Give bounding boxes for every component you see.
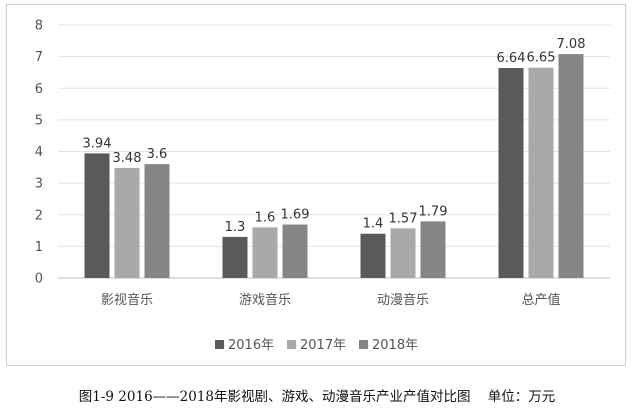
- data-label: 1.6: [255, 210, 276, 225]
- y-tick-label: 6: [35, 82, 43, 97]
- x-tick-label: 总产值: [521, 292, 560, 308]
- data-label: 1.4: [363, 217, 384, 232]
- bar: [144, 164, 170, 278]
- y-tick-label: 7: [35, 50, 43, 65]
- data-label: 1.3: [225, 220, 246, 235]
- bar: [252, 227, 278, 278]
- y-tick-label: 2: [35, 208, 43, 223]
- bar: [390, 228, 416, 278]
- legend-label: 2017年: [300, 338, 346, 353]
- bar: [528, 67, 554, 278]
- bar: [498, 68, 524, 278]
- y-tick-label: 5: [35, 113, 43, 128]
- bar: [360, 233, 386, 278]
- x-tick-label: 动漫音乐: [377, 292, 429, 308]
- legend-swatch: [215, 340, 224, 349]
- data-label: 3.94: [83, 136, 112, 151]
- bar: [84, 153, 110, 278]
- legend-swatch: [359, 340, 368, 349]
- data-label: 3.48: [113, 151, 142, 166]
- legend-label: 2016年: [228, 338, 274, 353]
- bar-chart: 0 1 2 3 4 5 6 7 8 3.943.48 3.6 影视音乐 1.3 1.6 1.69 游戏音乐 1.…: [35, 19, 610, 353]
- bar: [282, 224, 308, 278]
- data-label: 1.57: [389, 211, 418, 226]
- legend: 2016年 2017年 2018年: [215, 338, 418, 353]
- data-label: 6.65: [527, 51, 556, 66]
- data-label: 3.6: [147, 147, 168, 162]
- figure-caption: 图1-9 2016——2018年影视剧、游戏、动漫音乐产业产值对比图 单位：万元: [78, 389, 556, 405]
- bar: [420, 221, 446, 278]
- y-tick-label: 0: [35, 272, 43, 287]
- y-tick-label: 3: [35, 177, 43, 192]
- legend-swatch: [287, 340, 296, 349]
- x-tick-label: 游戏音乐: [239, 292, 291, 308]
- data-label: 1.69: [281, 208, 310, 223]
- legend-label: 2018年: [372, 338, 418, 353]
- data-label: 7.08: [557, 37, 586, 52]
- bar: [222, 236, 248, 278]
- data-label: 1.79: [419, 204, 448, 219]
- y-tick-label: 8: [35, 19, 43, 34]
- y-tick-label: 4: [35, 145, 43, 160]
- bar: [114, 167, 140, 278]
- bar: [558, 54, 584, 278]
- data-label: 6.64: [497, 51, 526, 66]
- x-tick-label: 影视音乐: [101, 292, 153, 308]
- y-tick-label: 1: [35, 240, 43, 255]
